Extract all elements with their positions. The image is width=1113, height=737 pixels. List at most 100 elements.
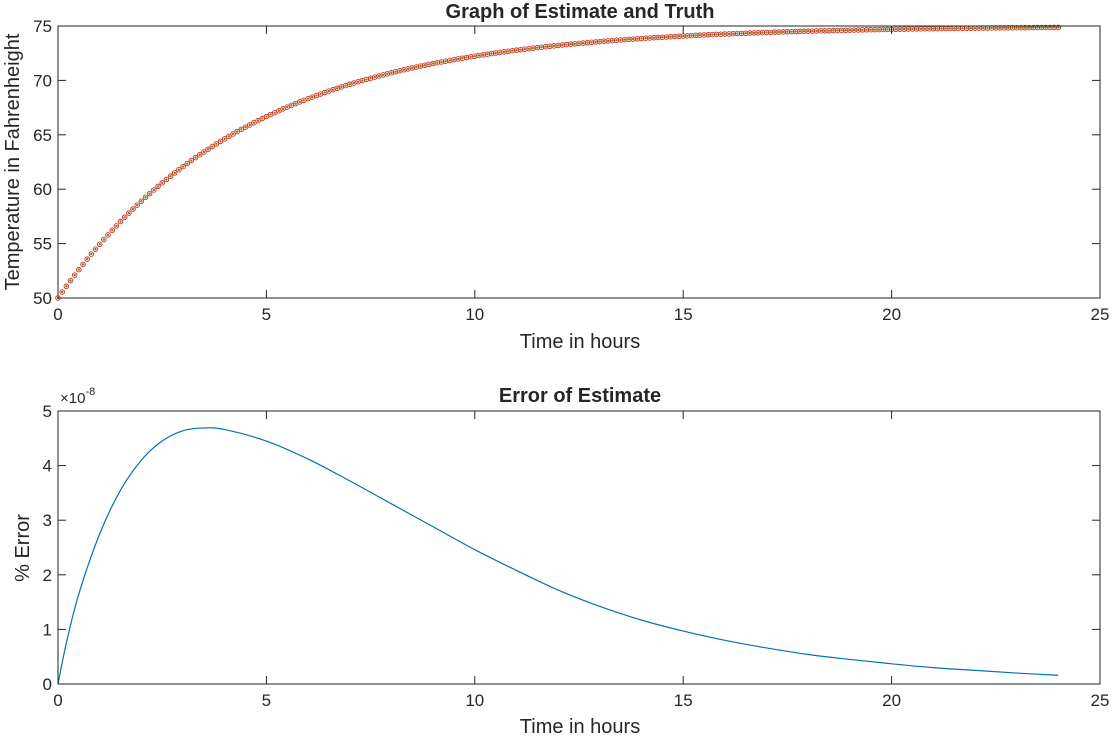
- truth-point: [131, 207, 135, 211]
- truth-point: [994, 26, 997, 30]
- truth-point: [336, 87, 339, 90]
- truth-point: [286, 105, 289, 109]
- truth-point: [736, 32, 739, 35]
- truth-point: [598, 40, 602, 43]
- estimate-point: [1055, 24, 1062, 31]
- truth-point: [707, 33, 710, 36]
- truth-point: [919, 27, 922, 31]
- truth-point: [502, 50, 506, 54]
- truth-point: [752, 31, 756, 35]
- estimate-point: [230, 131, 236, 137]
- truth-point: [548, 45, 552, 48]
- truth-point: [544, 45, 547, 48]
- truth-point: [648, 36, 652, 40]
- truth-point: [902, 27, 906, 31]
- estimate-point: [217, 138, 224, 145]
- estimate-point: [105, 232, 111, 238]
- truth-point: [832, 29, 835, 32]
- x-tick-label: 10: [465, 691, 484, 710]
- truth-point: [990, 26, 993, 30]
- truth-point: [602, 40, 606, 43]
- truth-point: [765, 31, 768, 34]
- truth-point: [215, 142, 218, 146]
- estimate-point: [176, 166, 182, 173]
- x-axis-label: Time in hours: [520, 331, 640, 353]
- truth-point: [1057, 26, 1060, 29]
- estimate-point: [155, 183, 161, 190]
- truth-point: [944, 27, 947, 30]
- truth-point: [419, 64, 422, 68]
- truth-point: [531, 46, 535, 50]
- truth-point: [740, 32, 743, 35]
- x-tick-label: 5: [262, 305, 271, 324]
- truth-point: [390, 71, 393, 74]
- truth-point: [473, 54, 476, 58]
- truth-point: [536, 46, 539, 49]
- truth-point: [227, 135, 231, 138]
- truth-point: [169, 174, 172, 178]
- truth-point: [911, 27, 914, 31]
- truth-point: [256, 119, 260, 122]
- x-tick-label: 25: [1091, 691, 1110, 710]
- truth-point: [619, 38, 622, 42]
- truth-point: [1019, 26, 1023, 29]
- truth-point: [456, 57, 460, 61]
- y-tick-label: 55: [33, 235, 52, 254]
- truth-point: [344, 84, 347, 87]
- truth-point: [623, 38, 627, 41]
- y-axis-label: Temperature in Fahrenheight: [2, 33, 24, 290]
- truth-point: [444, 59, 447, 63]
- estimate-point: [196, 151, 203, 158]
- truth-point: [323, 91, 326, 94]
- estimate-point: [184, 160, 190, 167]
- estimate-point: [76, 266, 82, 273]
- estimate-point: [80, 261, 86, 268]
- truth-point: [969, 26, 972, 30]
- truth-point: [1044, 26, 1048, 29]
- y-axis-ticks: 50 55 60 65 70 75: [33, 17, 1100, 308]
- truth-point: [757, 31, 760, 34]
- estimate-point: [88, 251, 95, 257]
- x-tick-label: 0: [53, 691, 62, 710]
- truth-point: [540, 45, 543, 49]
- truth-point: [527, 47, 531, 50]
- estimate-point: [251, 119, 257, 126]
- truth-point: [727, 32, 731, 36]
- truth-point: [573, 42, 577, 45]
- truth-point: [952, 27, 956, 30]
- truth-point: [823, 29, 827, 32]
- truth-point: [448, 59, 451, 62]
- estimate-point: [130, 206, 136, 212]
- estimate-point: [234, 128, 240, 135]
- truth-point: [519, 48, 522, 51]
- estimate-point: [59, 289, 65, 295]
- truth-point: [523, 47, 527, 51]
- truth-point: [290, 104, 293, 107]
- truth-point: [732, 32, 735, 35]
- truth-point: [773, 30, 777, 34]
- truth-point: [769, 31, 772, 34]
- x-axis-ticks: 0 5 10 15 20 25: [53, 411, 1109, 710]
- estimate-point: [142, 194, 149, 201]
- estimate-point: [151, 187, 157, 193]
- truth-point: [606, 39, 610, 43]
- truth-point: [1002, 26, 1006, 30]
- truth-point: [186, 162, 189, 165]
- truth-point: [561, 43, 564, 47]
- x-tick-label: 20: [882, 305, 901, 324]
- estimate-point: [242, 124, 249, 130]
- estimate-point: [96, 241, 103, 248]
- x-tick-label: 5: [262, 691, 271, 710]
- truth-point: [807, 29, 810, 33]
- estimate-point: [246, 122, 253, 128]
- truth-point: [882, 28, 885, 31]
- truth-point: [102, 238, 106, 241]
- estimate-point: [63, 283, 70, 290]
- truth-point: [161, 181, 164, 185]
- truth-point: [594, 40, 597, 44]
- x-tick-label: 10: [465, 305, 484, 324]
- truth-point: [669, 35, 672, 38]
- truth-point: [94, 247, 97, 251]
- truth-point: [148, 192, 151, 195]
- truth-point: [894, 28, 897, 31]
